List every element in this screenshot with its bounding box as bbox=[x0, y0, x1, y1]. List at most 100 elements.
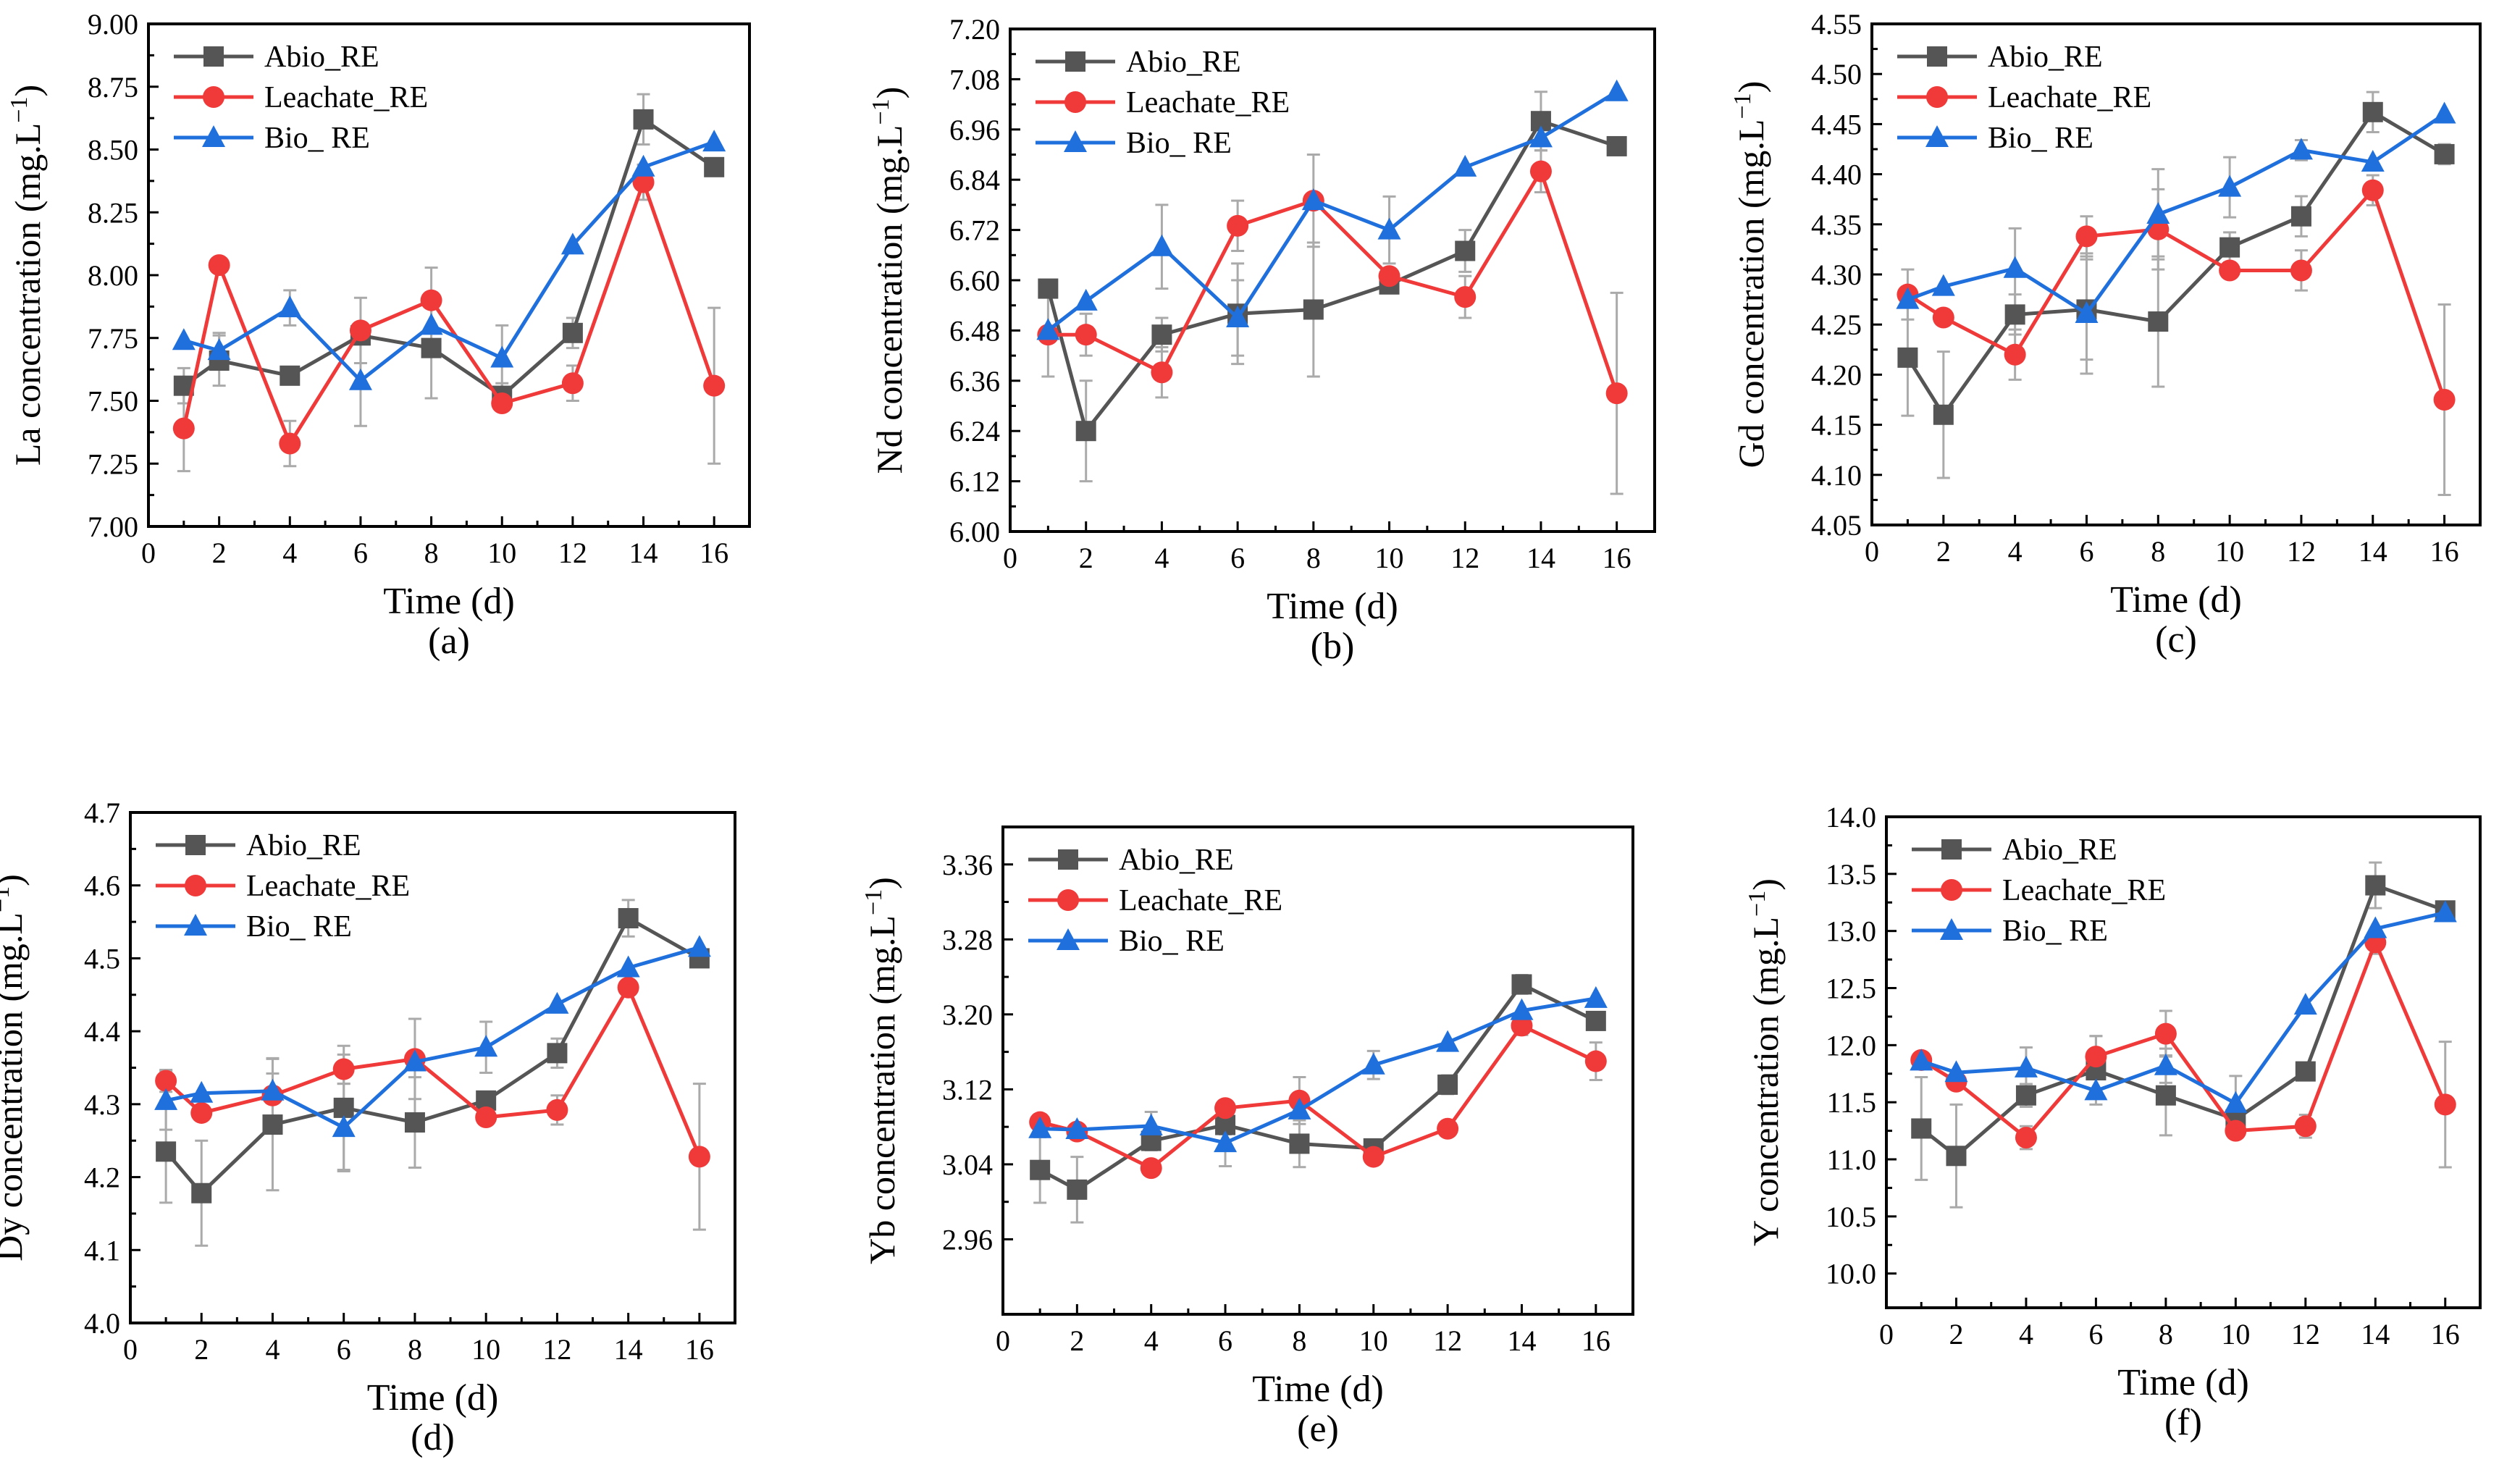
x-axis-label: Time (d) bbox=[2117, 1362, 2249, 1403]
data-point bbox=[2361, 149, 2385, 172]
y-tick-label: 4.0 bbox=[84, 1307, 120, 1340]
data-point bbox=[1944, 1060, 1968, 1083]
legend-marker bbox=[203, 86, 224, 108]
legend-marker bbox=[1064, 130, 1087, 152]
legend-label: Leachate_RE bbox=[1119, 884, 1282, 917]
y-tick-label: 4.35 bbox=[1811, 209, 1862, 241]
y-tick-label: 8.25 bbox=[88, 196, 138, 229]
y-tick-label: 3.28 bbox=[942, 923, 993, 956]
data-point bbox=[2003, 256, 2027, 278]
y-tick-label: 6.60 bbox=[949, 264, 1000, 297]
data-point bbox=[2364, 916, 2387, 938]
x-tick-label: 16 bbox=[685, 1333, 714, 1366]
y-tick-label: 8.00 bbox=[88, 259, 138, 292]
data-point bbox=[332, 1058, 355, 1080]
data-point bbox=[1510, 998, 1534, 1020]
plot-frame bbox=[147, 22, 751, 528]
data-point bbox=[190, 1080, 214, 1103]
data-point bbox=[702, 130, 726, 152]
x-tick-label: 4 bbox=[2008, 535, 2023, 568]
y-tick-label: 12.5 bbox=[1826, 972, 1876, 1005]
data-point bbox=[2218, 175, 2242, 197]
data-point bbox=[491, 392, 513, 414]
series-line-2 bbox=[1907, 188, 2446, 400]
data-point bbox=[1074, 288, 1098, 311]
data-point bbox=[1151, 361, 1173, 384]
legend-marker bbox=[203, 46, 224, 67]
data-point bbox=[1227, 214, 1249, 237]
y-axis-label: Dy concentration (mg.L−1) bbox=[0, 874, 30, 1261]
x-tick-label: 10 bbox=[1375, 542, 1404, 574]
series-line-2 bbox=[1920, 940, 2448, 1140]
y-axis-label-close: ) bbox=[1745, 878, 1786, 891]
y-axis-label-sup: −1 bbox=[860, 889, 887, 915]
data-point bbox=[2225, 1119, 2247, 1142]
y-tick-label: 4.25 bbox=[1811, 308, 1862, 341]
x-tick-label: 6 bbox=[353, 537, 368, 569]
y-tick-label: 6.84 bbox=[949, 164, 1000, 196]
x-tick-label: 6 bbox=[1230, 542, 1245, 574]
x-tick-label: 2 bbox=[212, 537, 227, 569]
y-axis-label-close: ) bbox=[0, 874, 30, 886]
data-point bbox=[404, 1112, 425, 1133]
legend-marker bbox=[202, 125, 225, 147]
data-point bbox=[1529, 125, 1553, 148]
x-tick-label: 12 bbox=[2291, 1318, 2320, 1350]
data-point bbox=[1067, 1179, 1088, 1200]
data-point bbox=[2294, 1115, 2317, 1138]
x-tick-label: 4 bbox=[282, 537, 297, 569]
data-point bbox=[349, 319, 371, 342]
y-tick-label: 7.50 bbox=[88, 385, 138, 418]
y-tick-label: 4.3 bbox=[84, 1088, 120, 1121]
data-point bbox=[560, 232, 584, 255]
data-point bbox=[2219, 259, 2241, 282]
legend-label: Leachate_RE bbox=[246, 870, 410, 903]
y-tick-label: 3.04 bbox=[942, 1148, 993, 1181]
data-point bbox=[1075, 324, 1097, 346]
series-line-2 bbox=[182, 180, 716, 445]
x-tick-label: 12 bbox=[1450, 542, 1479, 574]
x-tick-label: 10 bbox=[2221, 1318, 2250, 1350]
y-tick-label: 3.12 bbox=[942, 1073, 993, 1106]
data-point bbox=[172, 417, 195, 440]
data-point bbox=[1896, 287, 1920, 309]
panel-label: (a) bbox=[428, 621, 470, 662]
x-tick-label: 4 bbox=[2019, 1318, 2033, 1350]
x-tick-label: 8 bbox=[2151, 535, 2165, 568]
data-point bbox=[1303, 299, 1324, 320]
data-point bbox=[1214, 1130, 1238, 1153]
data-point bbox=[172, 328, 196, 350]
data-point bbox=[191, 1182, 212, 1203]
data-point bbox=[2433, 389, 2456, 411]
data-point bbox=[1226, 306, 1250, 328]
data-point bbox=[1214, 1097, 1237, 1119]
x-tick-label: 6 bbox=[1218, 1324, 1232, 1357]
y-axis-label-sup: −1 bbox=[0, 886, 14, 912]
data-point bbox=[562, 322, 583, 343]
data-point bbox=[2293, 993, 2317, 1015]
legend-marker bbox=[1065, 51, 1085, 72]
legend-marker bbox=[1064, 91, 1086, 113]
y-tick-label: 6.24 bbox=[949, 415, 1000, 448]
x-tick-label: 10 bbox=[1359, 1324, 1388, 1357]
y-tick-label: 8.75 bbox=[88, 71, 138, 104]
data-point bbox=[547, 1043, 568, 1064]
x-tick-label: 12 bbox=[1433, 1324, 1462, 1357]
y-tick-label: 4.1 bbox=[84, 1234, 120, 1266]
data-point bbox=[1301, 188, 1325, 211]
y-tick-label: 6.00 bbox=[949, 516, 1000, 548]
data-point bbox=[2362, 101, 2383, 122]
data-point bbox=[561, 372, 584, 395]
y-tick-label: 7.25 bbox=[88, 448, 138, 480]
data-point bbox=[1140, 1157, 1162, 1180]
data-point bbox=[545, 991, 569, 1014]
y-tick-label: 6.12 bbox=[949, 466, 1000, 498]
x-tick-label: 0 bbox=[141, 537, 156, 569]
series-line-1 bbox=[182, 117, 715, 398]
legend-marker bbox=[184, 914, 207, 936]
x-tick-label: 8 bbox=[1292, 1324, 1306, 1357]
data-point bbox=[2085, 1046, 2107, 1068]
data-point bbox=[2219, 237, 2240, 258]
y-tick-label: 6.72 bbox=[949, 214, 1000, 247]
